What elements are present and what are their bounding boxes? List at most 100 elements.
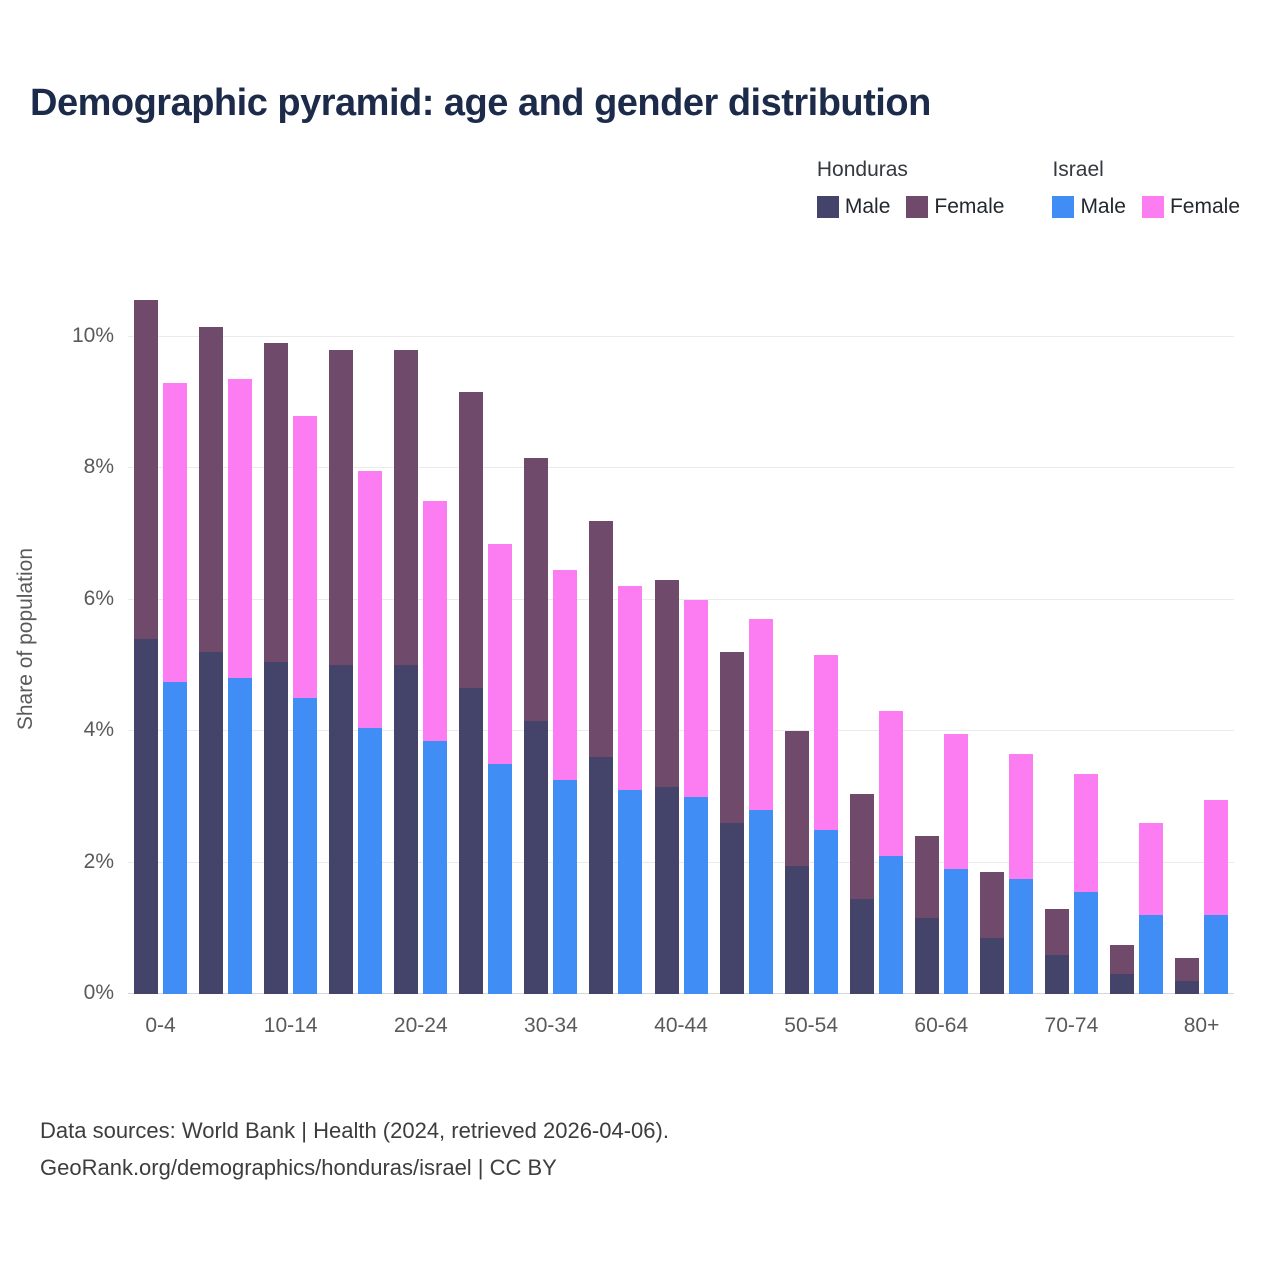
honduras-bar-65-69[interactable] (979, 284, 1004, 994)
israel-female-segment[interactable] (1138, 823, 1163, 916)
honduras-bar-50-54[interactable] (784, 284, 809, 994)
israel-bar-55-59[interactable] (878, 284, 903, 994)
israel-female-segment[interactable] (423, 500, 448, 741)
honduras-male-segment[interactable] (264, 662, 289, 994)
honduras-female-segment[interactable] (849, 793, 874, 899)
israel-female-segment[interactable] (1008, 754, 1033, 879)
honduras-bar-0-4[interactable] (134, 284, 159, 994)
israel-bar-70-74[interactable] (1073, 284, 1098, 994)
israel-male-segment[interactable] (683, 796, 708, 994)
israel-bar-60-64[interactable] (943, 284, 968, 994)
honduras-male-segment[interactable] (849, 898, 874, 994)
israel-male-segment[interactable] (1138, 915, 1163, 994)
honduras-male-segment[interactable] (1175, 980, 1200, 994)
honduras-female-segment[interactable] (654, 579, 679, 787)
honduras-female-segment[interactable] (719, 652, 744, 824)
honduras-male-segment[interactable] (524, 721, 549, 994)
israel-bar-45-49[interactable] (748, 284, 773, 994)
israel-male-segment[interactable] (1073, 892, 1098, 994)
israel-female-segment[interactable] (748, 619, 773, 810)
honduras-male-segment[interactable] (654, 786, 679, 994)
honduras-female-segment[interactable] (1175, 957, 1200, 981)
israel-male-segment[interactable] (163, 681, 188, 994)
honduras-female-segment[interactable] (199, 326, 224, 653)
israel-bar-35-39[interactable] (618, 284, 643, 994)
honduras-female-segment[interactable] (394, 349, 419, 666)
israel-female-segment[interactable] (358, 471, 383, 728)
legend-item-israel-male[interactable]: Male (1052, 195, 1126, 219)
honduras-bar-15-19[interactable] (329, 284, 354, 994)
israel-bar-10-14[interactable] (293, 284, 318, 994)
israel-female-segment[interactable] (293, 415, 318, 699)
honduras-male-segment[interactable] (199, 652, 224, 994)
honduras-bar-30-34[interactable] (524, 284, 549, 994)
israel-female-segment[interactable] (683, 599, 708, 797)
honduras-male-segment[interactable] (979, 938, 1004, 994)
honduras-bar-25-29[interactable] (459, 284, 484, 994)
israel-female-segment[interactable] (1204, 800, 1229, 916)
honduras-male-segment[interactable] (394, 665, 419, 994)
israel-male-segment[interactable] (553, 780, 578, 994)
legend-item-honduras-male[interactable]: Male (816, 195, 890, 219)
honduras-female-segment[interactable] (459, 392, 484, 689)
honduras-female-segment[interactable] (1044, 908, 1069, 955)
israel-male-segment[interactable] (1008, 878, 1033, 994)
honduras-male-segment[interactable] (459, 688, 484, 994)
honduras-female-segment[interactable] (1109, 944, 1134, 975)
honduras-male-segment[interactable] (134, 639, 159, 994)
israel-bar-0-4[interactable] (163, 284, 188, 994)
israel-male-segment[interactable] (293, 698, 318, 994)
honduras-bar-40-44[interactable] (654, 284, 679, 994)
israel-bar-5-9[interactable] (228, 284, 253, 994)
israel-female-segment[interactable] (943, 734, 968, 870)
israel-female-segment[interactable] (618, 586, 643, 791)
honduras-female-segment[interactable] (914, 836, 939, 919)
israel-male-segment[interactable] (813, 829, 838, 994)
israel-bar-30-34[interactable] (553, 284, 578, 994)
israel-female-segment[interactable] (228, 379, 253, 679)
honduras-bar-20-24[interactable] (394, 284, 419, 994)
honduras-male-segment[interactable] (1109, 974, 1134, 994)
honduras-female-segment[interactable] (329, 349, 354, 666)
honduras-male-segment[interactable] (329, 665, 354, 994)
israel-male-segment[interactable] (748, 809, 773, 994)
israel-female-segment[interactable] (878, 711, 903, 856)
honduras-female-segment[interactable] (784, 731, 809, 866)
legend-item-israel-female[interactable]: Female (1141, 195, 1240, 219)
honduras-bar-75-79[interactable] (1109, 284, 1134, 994)
honduras-bar-80+[interactable] (1175, 284, 1200, 994)
israel-male-segment[interactable] (488, 763, 513, 994)
israel-bar-20-24[interactable] (423, 284, 448, 994)
honduras-bar-55-59[interactable] (849, 284, 874, 994)
israel-male-segment[interactable] (423, 740, 448, 994)
israel-male-segment[interactable] (618, 790, 643, 994)
honduras-female-segment[interactable] (524, 458, 549, 722)
honduras-bar-35-39[interactable] (589, 284, 614, 994)
honduras-bar-45-49[interactable] (719, 284, 744, 994)
israel-bar-80+[interactable] (1204, 284, 1229, 994)
israel-male-segment[interactable] (358, 727, 383, 994)
israel-bar-50-54[interactable] (813, 284, 838, 994)
honduras-male-segment[interactable] (914, 918, 939, 994)
israel-female-segment[interactable] (163, 382, 188, 682)
israel-bar-15-19[interactable] (358, 284, 383, 994)
honduras-male-segment[interactable] (1044, 954, 1069, 994)
israel-female-segment[interactable] (553, 569, 578, 781)
israel-bar-25-29[interactable] (488, 284, 513, 994)
honduras-female-segment[interactable] (264, 343, 289, 663)
legend-item-honduras-female[interactable]: Female (906, 195, 1004, 219)
israel-female-segment[interactable] (488, 543, 513, 764)
israel-male-segment[interactable] (943, 869, 968, 994)
honduras-bar-5-9[interactable] (199, 284, 224, 994)
honduras-female-segment[interactable] (979, 872, 1004, 939)
honduras-male-segment[interactable] (784, 865, 809, 994)
israel-male-segment[interactable] (878, 855, 903, 994)
israel-bar-65-69[interactable] (1008, 284, 1033, 994)
israel-female-segment[interactable] (813, 655, 838, 830)
israel-male-segment[interactable] (228, 678, 253, 994)
honduras-male-segment[interactable] (589, 757, 614, 994)
honduras-male-segment[interactable] (719, 823, 744, 994)
israel-male-segment[interactable] (1204, 915, 1229, 994)
honduras-bar-10-14[interactable] (264, 284, 289, 994)
honduras-bar-60-64[interactable] (914, 284, 939, 994)
